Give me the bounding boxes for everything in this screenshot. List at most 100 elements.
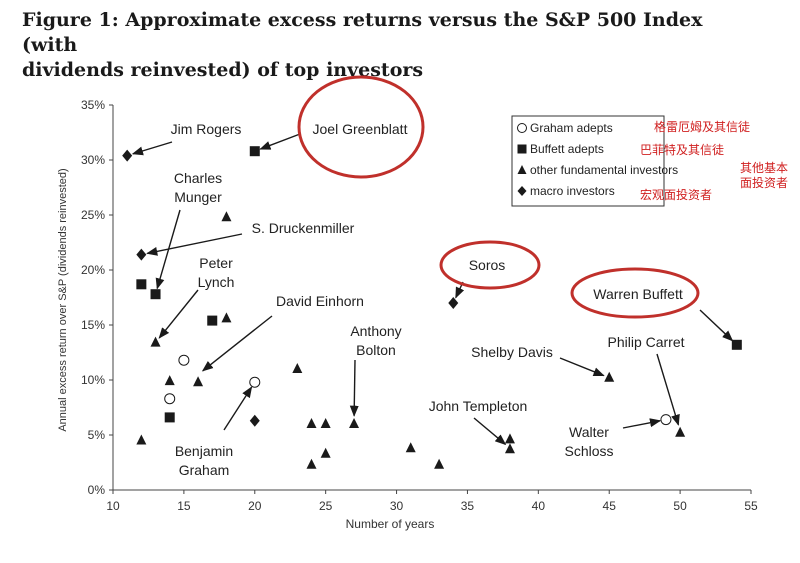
legend-label-other: other fundamental investors (530, 163, 678, 177)
annotation-arrow (622, 418, 662, 429)
legend-label-graham: Graham adepts (530, 121, 613, 135)
x-tick-label: 10 (106, 499, 120, 513)
annotation-label: Warren Buffett (593, 286, 683, 302)
annotation-arrow (656, 353, 680, 426)
annotation-label: Peter (199, 255, 233, 271)
data-point-square (207, 315, 218, 326)
x-tick-label: 20 (248, 499, 262, 513)
data-point-circle-open (178, 354, 190, 366)
data-point-diamond (136, 248, 147, 261)
x-tick-label: 55 (744, 499, 758, 513)
y-tick-label: 5% (88, 428, 106, 442)
data-point-triangle (504, 443, 515, 454)
y-axis-label: Annual excess return over S&P (dividends… (57, 168, 69, 431)
data-point-triangle (193, 376, 204, 387)
data-point-square (164, 412, 175, 423)
legend-marker-triangle (517, 165, 527, 174)
annotation-label: Lynch (198, 274, 235, 290)
annotation-label: Philip Carret (607, 334, 684, 350)
annotation-label: Jim Rogers (171, 121, 242, 137)
x-axis-label: Number of years (346, 517, 435, 531)
data-point-triangle (221, 211, 232, 222)
legend-cn-macro: 宏观面投资者 (640, 187, 712, 202)
data-point-diamond (448, 297, 459, 309)
annotation-arrow (473, 417, 507, 446)
data-point-triangle (164, 375, 175, 386)
data-point-triangle (320, 447, 331, 458)
data-point-circle-open (164, 393, 176, 405)
data-point-diamond (249, 414, 260, 427)
annotation-label: Benjamin (175, 443, 233, 459)
data-point-triangle (405, 442, 416, 453)
figure-title-line-2: dividends reinvested) of top investors (22, 59, 424, 81)
data-point-triangle (292, 363, 303, 373)
legend-cn-buffett: 巴菲特及其信徒 (640, 142, 724, 157)
x-tick-label: 30 (390, 499, 404, 513)
annotation-label: Charles (174, 170, 222, 186)
annotation-arrow (559, 357, 605, 377)
x-tick-label: 25 (319, 499, 333, 513)
annotation-arrow (223, 386, 253, 431)
data-point-circle-open (249, 376, 261, 388)
annotation-label: David Einhorn (276, 293, 364, 309)
data-point-triangle (504, 433, 515, 444)
annotation-label: S. Druckenmiller (252, 220, 355, 236)
figure-title-line-1: Figure 1: Approximate excess returns ver… (22, 9, 703, 56)
y-tick-label: 0% (88, 483, 106, 497)
data-point-triangle (675, 426, 686, 437)
data-point-triangle (221, 312, 232, 323)
annotation-label: Shelby Davis (471, 344, 553, 360)
data-point-triangle (320, 418, 331, 428)
annotation-label: Graham (179, 462, 230, 478)
annotation-label: Anthony (350, 323, 401, 339)
x-tick-label: 40 (532, 499, 546, 513)
x-tick-label: 15 (177, 499, 191, 513)
y-tick-label: 30% (81, 153, 105, 167)
data-point-triangle (434, 458, 445, 469)
annotation-label: Bolton (356, 342, 396, 358)
legend-cn-graham: 格雷厄姆及其信徒 (654, 119, 750, 134)
x-tick-label: 35 (461, 499, 475, 513)
figure-title: Figure 1: Approximate excess returns ver… (22, 8, 762, 83)
data-point-triangle (306, 418, 317, 428)
x-tick-label: 45 (603, 499, 617, 513)
data-point-triangle (306, 458, 317, 469)
highlight-circle (570, 267, 700, 319)
annotation-label: Schloss (564, 443, 613, 459)
highlight-circle (297, 75, 425, 179)
legend-marker-circle (517, 123, 527, 133)
x-tick-label: 50 (673, 499, 687, 513)
data-point-triangle (136, 434, 147, 445)
legend-cn-other-line2: 面投资者 (740, 175, 788, 190)
legend-box (511, 115, 665, 207)
annotation-label: John Templeton (429, 398, 528, 414)
data-point-square (731, 339, 742, 350)
annotation-arrow (699, 309, 734, 342)
annotation-arrow (146, 233, 243, 256)
legend-label-buffett: Buffett adepts (530, 142, 604, 156)
data-point-square (136, 279, 147, 290)
legend-label-macro: macro investors (530, 184, 615, 198)
data-point-triangle (349, 418, 360, 428)
legend-marker-square (517, 144, 527, 154)
y-tick-label: 15% (81, 318, 105, 332)
annotation-arrow (201, 315, 273, 372)
data-point-circle-open (660, 414, 672, 426)
y-tick-label: 20% (81, 263, 105, 277)
y-tick-label: 10% (81, 373, 105, 387)
annotation-label: Walter (569, 424, 609, 440)
data-point-diamond (122, 149, 133, 162)
annotation-arrow (158, 289, 199, 339)
legend-cn-other-line1: 其他基本 (740, 161, 788, 175)
annotation-arrow (259, 133, 301, 150)
data-point-square (249, 146, 260, 157)
annotation-label: Munger (174, 189, 222, 205)
data-point-square (150, 289, 161, 300)
data-point-triangle (604, 371, 615, 382)
annotation-label: Joel Greenblatt (313, 121, 408, 137)
highlight-circle (439, 240, 541, 290)
annotation-arrow (131, 141, 173, 156)
annotation-arrow (349, 359, 359, 417)
annotation-label: Soros (469, 257, 506, 273)
